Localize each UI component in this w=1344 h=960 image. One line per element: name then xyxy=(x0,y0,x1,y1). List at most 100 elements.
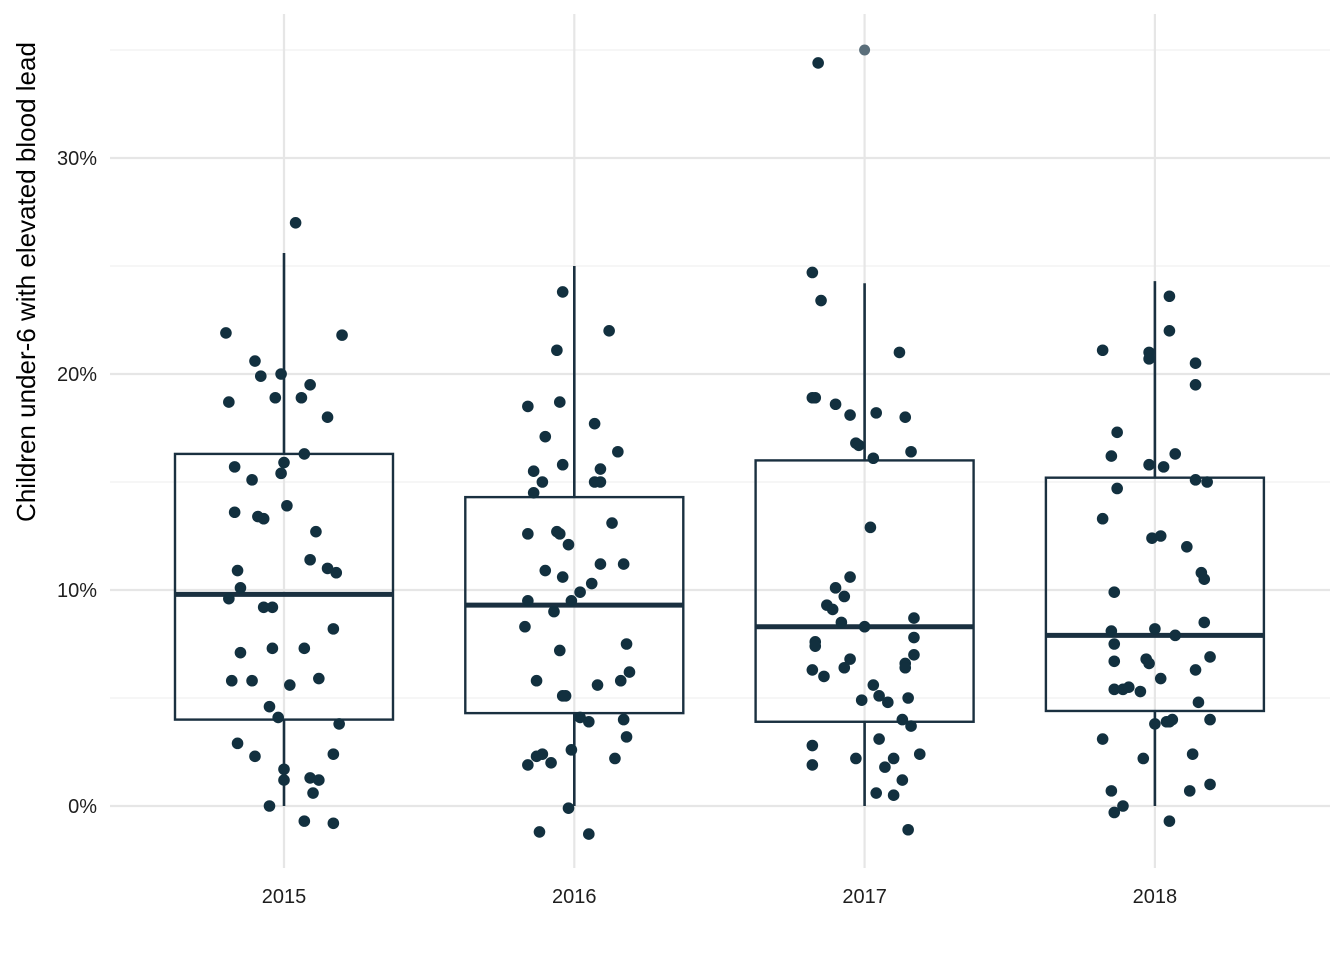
data-point xyxy=(835,616,848,629)
data-point xyxy=(310,525,322,538)
data-point xyxy=(614,674,627,687)
data-point xyxy=(617,558,630,570)
data-point xyxy=(1096,512,1109,525)
data-point xyxy=(298,448,311,460)
data-point xyxy=(1186,748,1199,760)
data-point xyxy=(623,666,636,678)
data-point xyxy=(844,409,856,421)
data-point xyxy=(225,674,238,687)
data-point xyxy=(327,623,340,635)
data-point xyxy=(304,772,316,784)
data-point xyxy=(1149,718,1161,730)
data-point xyxy=(559,690,572,702)
data-point xyxy=(1108,655,1121,668)
data-point xyxy=(298,815,311,827)
data-point xyxy=(1134,685,1147,698)
data-point xyxy=(327,748,340,760)
data-point xyxy=(806,664,819,676)
data-point xyxy=(594,463,607,475)
data-point xyxy=(313,672,325,685)
data-point xyxy=(1143,657,1155,670)
x-tick-label: 2017 xyxy=(842,886,887,908)
data-point xyxy=(852,439,865,452)
data-point xyxy=(902,692,914,704)
data-point xyxy=(272,711,284,724)
data-point xyxy=(278,456,290,469)
data-point xyxy=(1183,785,1196,797)
data-point xyxy=(574,711,586,724)
data-point xyxy=(908,649,920,661)
data-point xyxy=(522,400,534,413)
y-tick-label: 20% xyxy=(57,364,97,386)
data-point xyxy=(806,266,819,279)
x-axis-ticks: 2015 2016 2017 2018 xyxy=(262,886,1177,908)
data-point xyxy=(304,553,316,566)
data-point xyxy=(263,800,276,812)
data-point xyxy=(522,528,534,540)
data-point xyxy=(1146,532,1158,544)
data-point xyxy=(809,391,822,404)
data-point xyxy=(298,642,311,655)
data-point xyxy=(295,391,308,404)
y-axis-title: Children under-6 with elevated blood lea… xyxy=(11,42,41,522)
data-point xyxy=(539,564,552,577)
data-point xyxy=(913,748,926,760)
data-point xyxy=(850,752,862,765)
data-point xyxy=(231,564,244,577)
data-point xyxy=(562,802,575,814)
data-point xyxy=(1108,683,1121,696)
data-point xyxy=(536,476,549,488)
data-point xyxy=(1143,458,1155,471)
data-point xyxy=(844,653,856,665)
data-point xyxy=(1096,344,1109,357)
data-point xyxy=(556,571,569,583)
data-point xyxy=(565,595,578,607)
data-point xyxy=(1169,629,1182,642)
data-point xyxy=(551,344,563,357)
data-point xyxy=(1201,476,1213,488)
data-point xyxy=(606,517,618,529)
data-point xyxy=(855,694,868,706)
box-iqr xyxy=(754,459,975,723)
data-point xyxy=(893,346,906,359)
data-point xyxy=(321,562,334,575)
data-point xyxy=(838,661,851,674)
data-point xyxy=(1198,573,1211,585)
data-point xyxy=(612,445,624,458)
data-point xyxy=(594,558,607,570)
data-point xyxy=(806,759,819,771)
data-point xyxy=(223,396,235,408)
y-tick-label: 10% xyxy=(57,580,97,602)
data-point xyxy=(896,774,909,786)
data-point xyxy=(220,327,232,339)
data-point xyxy=(1108,806,1121,819)
data-point xyxy=(879,761,891,773)
data-point xyxy=(1163,290,1176,303)
data-point xyxy=(1105,785,1118,797)
y-tick-label: 30% xyxy=(57,148,97,170)
data-point xyxy=(527,487,540,499)
data-point xyxy=(234,582,247,594)
data-point xyxy=(1163,325,1176,337)
data-point xyxy=(321,411,334,424)
data-point xyxy=(1154,672,1167,685)
data-point xyxy=(620,731,633,743)
data-point xyxy=(1154,530,1167,542)
data-point xyxy=(1096,733,1109,745)
data-point xyxy=(527,465,540,478)
data-point xyxy=(522,595,534,607)
data-point xyxy=(1143,353,1155,365)
data-point xyxy=(1163,815,1176,827)
data-point xyxy=(887,789,900,801)
data-point xyxy=(617,713,630,726)
data-point xyxy=(1189,664,1202,676)
data-point xyxy=(269,391,282,404)
data-point xyxy=(809,640,822,652)
data-point xyxy=(838,590,851,603)
data-point xyxy=(905,445,917,458)
data-point xyxy=(870,787,883,799)
data-point xyxy=(1204,713,1216,726)
data-point xyxy=(858,620,871,633)
data-point xyxy=(313,774,325,786)
